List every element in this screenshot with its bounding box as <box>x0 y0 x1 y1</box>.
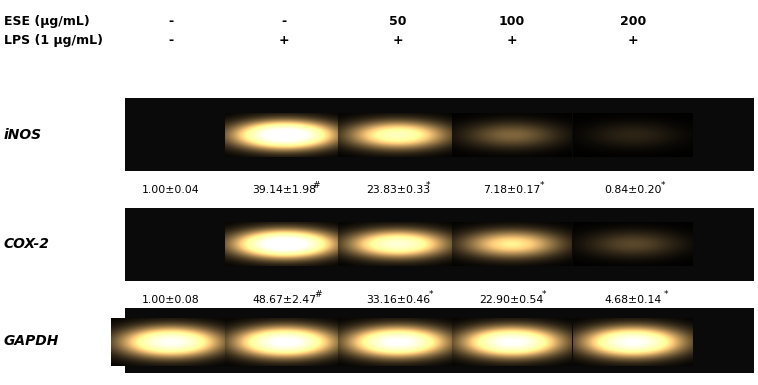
Text: 7.18±0.17: 7.18±0.17 <box>483 185 540 195</box>
Text: *: * <box>428 290 433 300</box>
Text: iNOS: iNOS <box>4 128 42 142</box>
Text: 22.90±0.54: 22.90±0.54 <box>480 295 543 305</box>
Text: *: * <box>542 290 547 300</box>
Text: #: # <box>315 290 322 300</box>
Text: *: * <box>663 290 668 300</box>
Text: 50: 50 <box>389 15 407 28</box>
Text: 33.16±0.46: 33.16±0.46 <box>366 295 430 305</box>
Text: +: + <box>506 34 517 47</box>
Text: LPS (1 μg/mL): LPS (1 μg/mL) <box>4 34 103 47</box>
Text: +: + <box>279 34 290 47</box>
Text: 48.67±2.47: 48.67±2.47 <box>252 295 316 305</box>
Text: -: - <box>282 15 287 28</box>
Text: 23.83±0.33: 23.83±0.33 <box>366 185 430 195</box>
Text: *: * <box>426 181 431 190</box>
Bar <box>125 308 754 373</box>
Text: 39.14±1.98: 39.14±1.98 <box>252 185 316 195</box>
Text: ESE (μg/mL): ESE (μg/mL) <box>4 15 89 28</box>
Text: #: # <box>312 181 320 190</box>
Text: 100: 100 <box>499 15 525 28</box>
Text: +: + <box>393 34 403 47</box>
Bar <box>125 98 754 171</box>
Text: -: - <box>168 15 173 28</box>
Text: -: - <box>168 34 173 47</box>
Text: 1.00±0.04: 1.00±0.04 <box>142 185 199 195</box>
Text: GAPDH: GAPDH <box>4 334 59 348</box>
Bar <box>125 208 754 281</box>
Text: 4.68±0.14: 4.68±0.14 <box>604 295 662 305</box>
Text: COX-2: COX-2 <box>4 238 50 251</box>
Text: *: * <box>540 181 544 190</box>
Text: 0.84±0.20: 0.84±0.20 <box>604 185 662 195</box>
Text: +: + <box>628 34 638 47</box>
Text: 1.00±0.08: 1.00±0.08 <box>142 295 199 305</box>
Text: 200: 200 <box>620 15 646 28</box>
Text: *: * <box>661 181 666 190</box>
